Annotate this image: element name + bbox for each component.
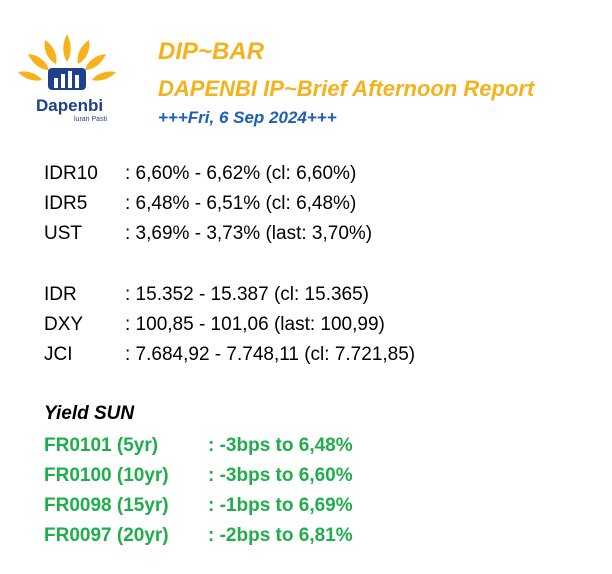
bond-value: : 6,60% - 6,62% (cl: 6,60%) (125, 163, 357, 184)
market-label: IDR (44, 284, 77, 305)
dapenbi-logo: Dapenbi luran Pasti (12, 30, 122, 130)
bond-value: : 6,48% - 6,51% (cl: 6,48%) (125, 193, 357, 214)
logo-brand: Dapenbi (36, 96, 104, 115)
yield-label: FR0097 (20yr) (44, 525, 169, 546)
bond-label: UST (44, 223, 82, 244)
bond-value: : 3,69% - 3,73% (last: 3,70%) (125, 223, 373, 244)
market-value: : 100,85 - 101,06 (last: 100,99) (125, 314, 385, 335)
report-date: +++Fri, 6 Sep 2024+++ (158, 108, 337, 127)
bond-label: IDR10 (44, 163, 98, 184)
market-value: : 7.684,92 - 7.748,11 (cl: 7.721,85) (125, 344, 416, 365)
report-title: DIP~BAR (158, 38, 265, 65)
market-label: DXY (44, 314, 84, 335)
yield-label: FR0098 (15yr) (44, 495, 169, 516)
market-value: : 15.352 - 15.387 (cl: 15.365) (125, 284, 369, 305)
yield-value: : -3bps to 6,60% (208, 465, 353, 486)
sun-logo-icon (18, 34, 116, 90)
market-label: JCI (44, 344, 73, 365)
yield-value: : -1bps to 6,69% (208, 495, 353, 516)
yield-label: FR0100 (10yr) (44, 465, 169, 486)
logo-tagline: luran Pasti (74, 116, 108, 123)
report-subtitle: DAPENBI IP~Brief Afternoon Report (158, 76, 535, 101)
yield-value: : -2bps to 6,81% (208, 525, 353, 546)
bond-label: IDR5 (44, 193, 88, 214)
yield-value: : -3bps to 6,48% (208, 435, 353, 456)
yield-label: FR0101 (5yr) (44, 435, 159, 456)
yield-section-title: Yield SUN (44, 403, 135, 424)
